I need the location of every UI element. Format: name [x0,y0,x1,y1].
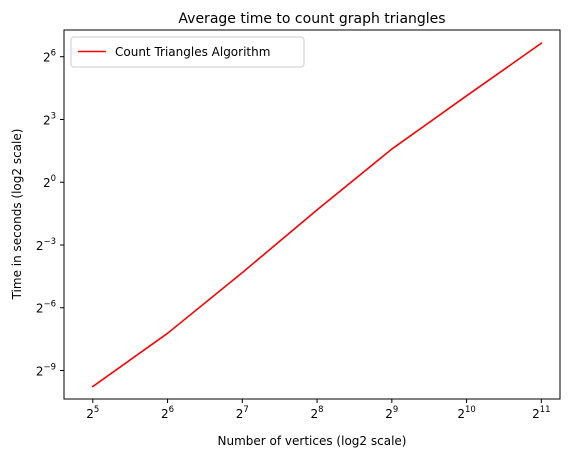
x-tick-label: 29 [385,405,398,421]
legend-label: Count Triangles Algorithm [115,45,270,59]
legend-box [70,36,305,68]
chart-title: Average time to count graph triangles [178,11,445,27]
plot-frame [63,29,561,400]
y-tick-label: 23 [43,111,56,127]
y-tick-label: 2−6 [36,300,56,316]
y-tick-label: 2−3 [36,237,56,253]
x-tick-label: 28 [311,405,324,421]
x-axis-label: Number of vertices (log2 scale) [218,434,407,448]
series-layer [91,42,543,388]
y-axis-ticks: 2−9 2−6 2−3 20 23 26 [36,49,64,379]
x-tick-label: 26 [161,405,174,421]
series-line-0 [91,42,543,388]
x-tick-label: 27 [236,405,249,421]
y-tick-label: 26 [43,49,56,65]
legend: Count Triangles Algorithm [70,36,305,68]
y-tick-label: 2−9 [36,363,56,379]
y-axis-label: Time in seconds (log2 scale) [10,129,24,301]
x-tick-label: 210 [457,405,475,421]
x-axis-ticks: 25 26 27 28 29 210 211 [86,399,551,421]
x-tick-label: 25 [86,405,99,421]
plot-area [63,29,561,400]
y-tick-label: 20 [43,174,56,190]
x-tick-label: 211 [532,405,550,421]
